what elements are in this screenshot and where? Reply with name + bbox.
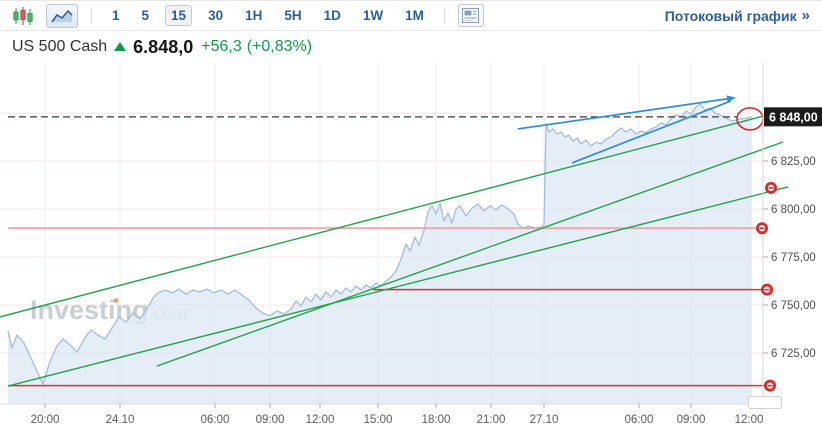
toolbar-divider-2: [443, 7, 445, 24]
price-area-fill: [8, 104, 752, 404]
quote-header: US 500 Cash 6.848,0 +56,3 (+0,83%): [0, 31, 822, 63]
news-layout-icon: [462, 8, 480, 23]
y-tick-label: 6 800,00: [771, 204, 816, 216]
x-tick-label: 09:00: [677, 414, 706, 426]
x-tick-label: 12:00: [306, 414, 335, 426]
x-tick-label: 24.10: [106, 414, 135, 426]
last-price-badge: [764, 107, 822, 127]
x-tick-label: 09:00: [256, 414, 285, 426]
y-tick-label: 6 775,00: [771, 252, 816, 264]
blue-trendline-upper[interactable]: [517, 97, 734, 130]
candlestick-chart-button[interactable]: [12, 5, 34, 27]
alert-marker-dash: [767, 384, 773, 387]
y-tick-label: 6 725,00: [771, 348, 816, 360]
y-tick-label: 6 750,00: [771, 300, 816, 312]
price-line: [7, 103, 753, 385]
chart-toolbar: 1 5 15 30 1H 5H 1D 1W 1M Потоковый график »: [0, 1, 822, 31]
blue-trendline-lower[interactable]: [571, 100, 732, 164]
timeframe-button-5[interactable]: 5: [136, 5, 156, 26]
price-chart[interactable]: Investing.com6 825,006 800,006 775,006 7…: [0, 63, 822, 432]
timeframe-button-1M[interactable]: 1M: [399, 5, 430, 26]
alert-marker-dash: [759, 227, 765, 229]
streaming-chart-label: Потоковый график: [664, 7, 797, 24]
x-tick-label: 20:00: [31, 414, 60, 426]
alert-marker-dash: [764, 288, 770, 291]
candlestick-icon: [13, 6, 33, 25]
timeframe-group: 1 5 15 30 1H 5H 1D 1W 1M: [101, 5, 435, 26]
x-tick-label: 15:00: [364, 414, 393, 426]
axis-corner-box: [748, 396, 782, 409]
toolbar-divider: [91, 7, 92, 24]
x-tick-label: 21:00: [477, 414, 506, 426]
alert-marker-dash: [768, 187, 774, 189]
timeframe-button-30[interactable]: 30: [202, 5, 229, 26]
timeframe-button-1H[interactable]: 1H: [239, 5, 268, 26]
y-tick-label: 6 825,00: [771, 156, 816, 168]
watermark-dot: [113, 298, 119, 303]
timeframe-button-1W[interactable]: 1W: [357, 5, 389, 26]
green-trendline-steep[interactable]: [156, 141, 784, 367]
last-price-badge-label: 6 848,00: [769, 110, 818, 124]
instrument-name: US 500 Cash: [12, 38, 108, 55]
up-arrow-icon: [114, 41, 127, 51]
timeframe-button-1[interactable]: 1: [106, 5, 126, 26]
trendline-arrowhead: [726, 95, 736, 103]
price-change: +56,3: [201, 38, 242, 55]
area-chart-button[interactable]: [46, 3, 78, 28]
x-tick-label: 06:00: [625, 414, 654, 426]
green-channel-lower[interactable]: [7, 186, 789, 387]
last-price: 6.848,0: [133, 36, 194, 57]
timeframe-button-15[interactable]: 15: [165, 5, 193, 26]
x-tick-label: 18:00: [422, 414, 451, 426]
x-tick-label: 06:00: [201, 414, 230, 426]
area-chart-icon: [51, 9, 73, 22]
chevron-right-icon: »: [801, 7, 810, 24]
x-tick-label: 27.10: [530, 414, 559, 426]
price-change-percent: (+0,83%): [246, 38, 313, 55]
timeframe-button-1D[interactable]: 1D: [318, 5, 347, 26]
news-panel-button[interactable]: [457, 4, 484, 27]
x-tick-label: 12:00: [735, 414, 764, 426]
green-channel-upper[interactable]: [0, 112, 776, 318]
streaming-chart-link[interactable]: Потоковый график »: [665, 7, 810, 24]
timeframe-button-5H[interactable]: 5H: [278, 5, 307, 26]
